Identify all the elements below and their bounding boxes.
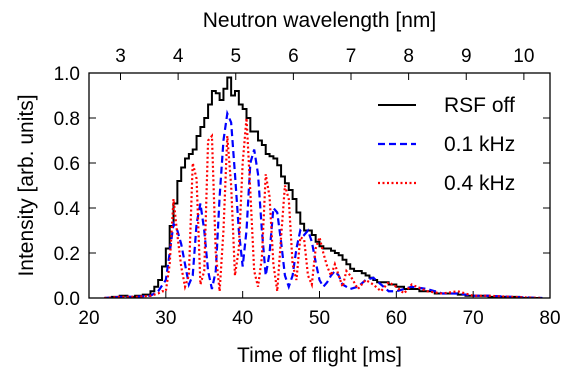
x-tick-label: 60: [386, 308, 407, 329]
axes: 20 30 40 50 60 70 80 0.0 0.2 0.4 0.6 0.8 1.0 3 4 5 6 7 8 9 1…: [54, 46, 561, 329]
legend-label-rsf-off: RSF off: [444, 94, 515, 117]
y-tick-label: 0.0: [54, 289, 80, 310]
series-line-0-1-khz: [104, 109, 543, 298]
x-tick-label: 20: [78, 308, 99, 329]
y-tick-label: 0.4: [54, 199, 81, 220]
top-axis-label: Neutron wavelength [nm]: [203, 9, 436, 32]
x-tick-label: 40: [232, 308, 253, 329]
legend: RSF off 0.1 kHz 0.4 kHz: [378, 94, 515, 195]
top-tick-label: 3: [115, 46, 126, 67]
x-axis-label: Time of flight [ms]: [237, 344, 402, 367]
y-tick-label: 1.0: [54, 64, 80, 85]
top-tick-label: 8: [403, 46, 414, 67]
y-axis-label: Intensity [arb. units]: [15, 94, 38, 276]
top-tick-label: 6: [288, 46, 299, 67]
x-tick-label: 30: [155, 308, 176, 329]
top-tick-label: 10: [513, 46, 534, 67]
top-tick-label: 5: [230, 46, 241, 67]
top-tick-label: 7: [346, 46, 357, 67]
y-tick-label: 0.6: [54, 154, 80, 175]
legend-label-0-1-khz: 0.1 kHz: [444, 133, 515, 156]
y-tick-label: 0.2: [54, 244, 80, 265]
legend-label-0-4-khz: 0.4 kHz: [444, 172, 515, 195]
y-tick-label: 0.8: [54, 109, 80, 130]
series-line-rsf-off: [104, 76, 543, 298]
top-tick-label: 9: [461, 46, 472, 67]
top-tick-label: 4: [173, 46, 184, 67]
x-tick-label: 70: [463, 308, 484, 329]
plot-area: [104, 76, 543, 298]
x-tick-label: 50: [309, 308, 330, 329]
x-tick-label: 80: [539, 308, 560, 329]
